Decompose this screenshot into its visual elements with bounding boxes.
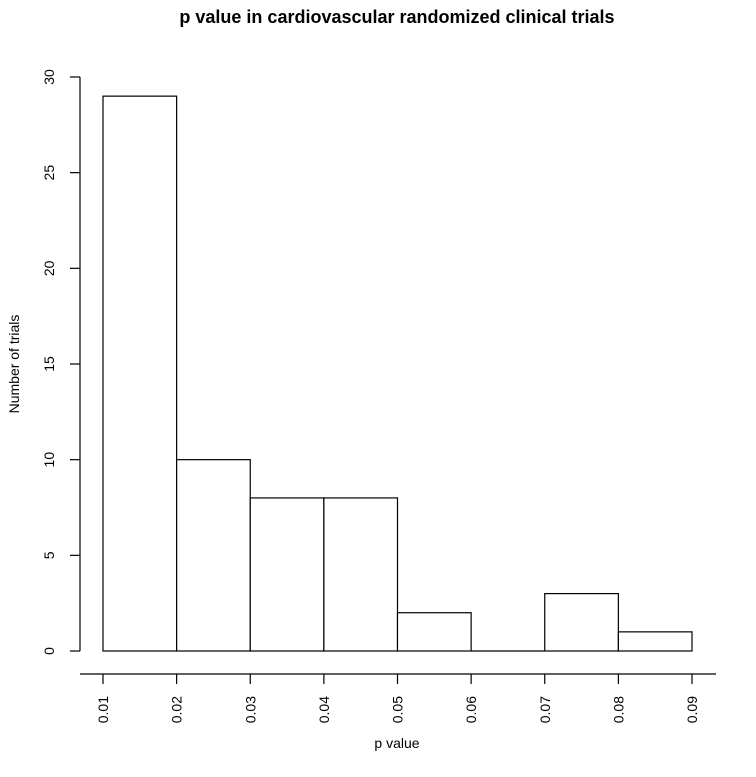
histogram-bar-8 <box>617 631 693 652</box>
y-axis: 0 5 10 15 20 25 30 <box>41 69 81 655</box>
x-tick-label: 0.07 <box>537 696 553 723</box>
histogram-bar-5 <box>396 612 472 652</box>
y-axis-label: Number of trials <box>6 315 22 414</box>
x-tick-label: 0.05 <box>390 696 406 723</box>
chart-title: p value in cardiovascular randomized cli… <box>179 7 614 27</box>
y-tick-label: 5 <box>41 551 57 559</box>
y-tick-label: 25 <box>41 165 57 181</box>
histogram-bar-2 <box>176 459 251 652</box>
x-tick-label: 0.08 <box>610 696 626 723</box>
y-tick-label: 10 <box>41 452 57 468</box>
histogram-bar-4 <box>323 497 399 652</box>
x-tick-label: 0.01 <box>95 696 111 723</box>
y-tick-label: 20 <box>41 260 57 276</box>
x-tick-label: 0.02 <box>169 696 185 723</box>
histogram-bar-3 <box>249 497 325 652</box>
x-tick-label: 0.04 <box>316 696 332 723</box>
y-tick-label: 15 <box>41 356 57 372</box>
histogram-bar-1 <box>102 95 178 652</box>
x-axis-label: p value <box>374 735 419 751</box>
x-tick-label: 0.06 <box>463 696 479 723</box>
bars-group <box>102 95 693 652</box>
y-tick-label: 30 <box>41 69 57 85</box>
y-tick-label: 0 <box>41 647 57 655</box>
x-tick-label: 0.03 <box>242 696 258 723</box>
histogram-bar-7 <box>544 592 619 652</box>
x-tick-label: 0.09 <box>684 696 700 723</box>
x-axis: 0.01 0.02 0.03 0.04 0.05 0.06 0.07 0.08 0.09 <box>80 673 716 723</box>
